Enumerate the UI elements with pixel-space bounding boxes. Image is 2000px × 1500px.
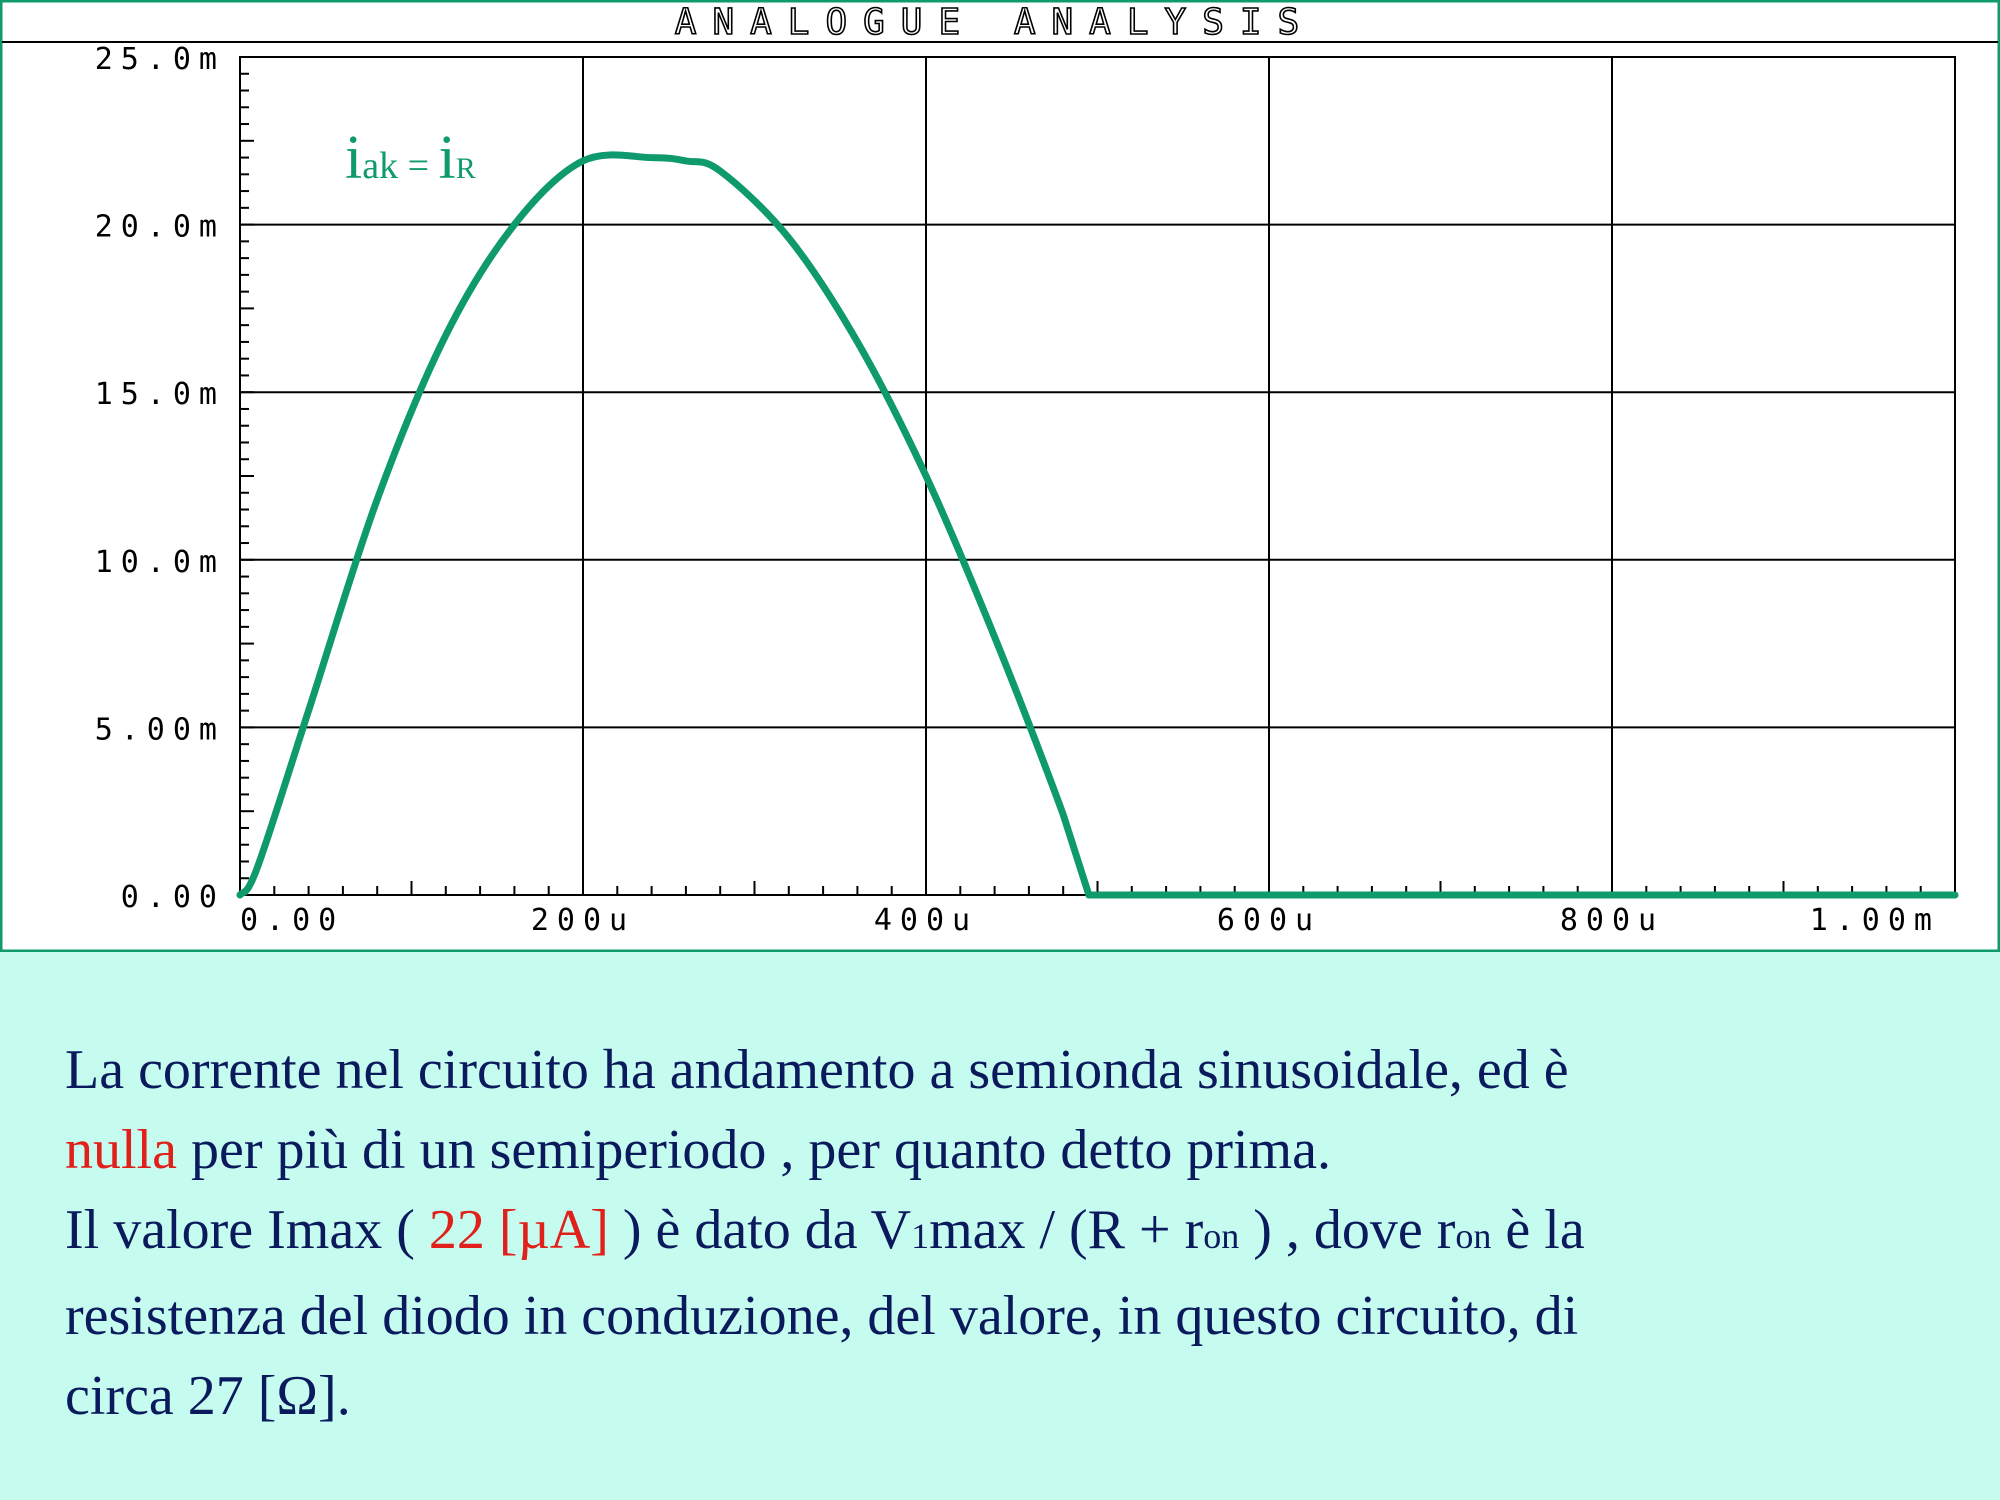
series-line-0 bbox=[236, 151, 1959, 899]
x-tick-label: 400u bbox=[874, 903, 978, 938]
plot-panel: ANALOGUE ANALYSIS 0.00 200u 400u 600u 800u 1.… bbox=[0, 0, 2000, 952]
caption-line-3: Il valore Imax ( 22 [µA] ) è dato da V1m… bbox=[65, 1199, 1585, 1261]
analogue-analysis-chart: ANALOGUE ANALYSIS 0.00 200u 400u 600u 800u 1.… bbox=[0, 0, 2000, 952]
y-tick-label: 10.0m bbox=[95, 545, 225, 580]
caption-line-4: resistenza del diodo in conduzione, del … bbox=[65, 1285, 1579, 1347]
tick-labels: 0.00 200u 400u 600u 800u 1.00m 0.00 5.00m 10.0m 1… bbox=[95, 42, 1940, 938]
x-tick-label: 1.00m bbox=[1810, 903, 1940, 938]
caption-line-1: La corrente nel circuito ha andamento a … bbox=[65, 1039, 1569, 1101]
minor-ticks bbox=[239, 56, 1956, 896]
x-tick-label: 600u bbox=[1217, 903, 1321, 938]
x-tick-label: 0.00 bbox=[240, 903, 344, 938]
caption-line-2: nulla per più di un semiperiodo , per qu… bbox=[65, 1119, 1331, 1181]
panel-frame bbox=[0, 0, 2000, 952]
caption-text: La corrente nel circuito ha andamento a … bbox=[65, 1030, 1965, 1436]
caption-line-5: circa 27 [Ω]. bbox=[65, 1365, 351, 1427]
caption-highlight-nulla: nulla bbox=[65, 1119, 177, 1181]
y-tick-label: 0.00 bbox=[121, 880, 225, 915]
chart-title: ANALOGUE ANALYSIS bbox=[675, 2, 1315, 43]
y-tick-label: 20.0m bbox=[95, 210, 225, 245]
y-tick-label: 25.0m bbox=[95, 42, 225, 77]
series-layer bbox=[236, 151, 1959, 899]
caption-highlight-imax: 22 [µA] bbox=[428, 1199, 609, 1261]
y-tick-label: 15.0m bbox=[95, 377, 225, 412]
x-tick-label: 200u bbox=[531, 903, 635, 938]
y-tick-label: 5.00m bbox=[95, 712, 225, 747]
series-label: iak = iR bbox=[345, 124, 476, 192]
x-tick-label: 800u bbox=[1560, 903, 1664, 938]
